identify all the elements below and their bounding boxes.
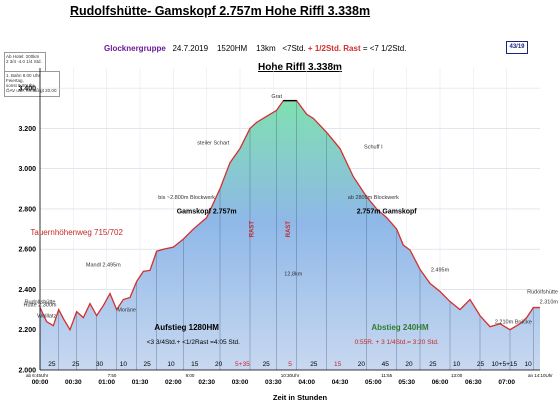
distance-label: 13km: [256, 44, 276, 53]
segment-minutes: 25: [48, 361, 56, 368]
x-tick-label: 04:30: [332, 379, 349, 386]
segment-minutes: 25: [310, 361, 318, 368]
chart-annotation: ab 2800m Blockwerk: [348, 195, 399, 201]
chart-annotation: Aufstieg 1280HM: [154, 323, 219, 332]
rast-label: RAST: [249, 221, 255, 238]
note-box-bahn: 1. Bahn 8.00 Uhr Feiertag, sonst 9.00Uhr…: [4, 71, 60, 97]
rast-label: RAST: [286, 221, 292, 238]
time-label: <7Std.: [282, 44, 306, 53]
chart-annotation: 2.310m: [540, 300, 559, 306]
note-line: Ab Hotel: 200km: [6, 54, 40, 59]
x-tick-label: 00:30: [65, 379, 82, 386]
chart-annotation: Mandl 2.495m: [86, 262, 121, 268]
x-tick-label: 03:30: [265, 379, 282, 386]
chart-annotation: Moräne: [117, 308, 136, 314]
y-tick-label: 2.400: [18, 287, 36, 294]
segment-minutes: 20: [405, 361, 413, 368]
chart-annotation: 2.210m Brücke: [495, 320, 532, 326]
x-tick-label: 06:30: [465, 379, 482, 386]
segment-minutes: 20: [358, 361, 366, 368]
elevation-area: [40, 100, 540, 370]
chart-annotation: Rudolfshütte: [527, 290, 558, 296]
x-tick-label: 03:00: [232, 379, 249, 386]
segment-minutes: 45: [382, 361, 390, 368]
y-tick-label: 2.800: [18, 206, 36, 213]
segment-minutes: 15: [334, 361, 342, 368]
chart-annotation: Rudolfshütte: [25, 300, 56, 306]
chart-annotation: 2.495m: [431, 267, 450, 273]
chart-title: Hohe Riffl 3.338m: [258, 62, 342, 73]
x-tick-label: 05:00: [365, 379, 382, 386]
y-tick-label: 3.200: [18, 126, 36, 133]
chart-annotation: Wolllatz: [37, 314, 56, 320]
segment-minutes: 25: [429, 361, 437, 368]
subtitle-row: Glocknergruppe 24.7.2019 1520HM 13km <7S…: [104, 44, 406, 53]
clock-start: ab 6:45Uhr: [26, 373, 49, 378]
chart-annotation: Schuff I: [364, 145, 383, 151]
x-tick-label: 02:00: [165, 379, 182, 386]
x-tick-label: 01:30: [132, 379, 149, 386]
elevation-line: [39, 99, 540, 332]
clock-mid: 10:30Uhr: [281, 373, 300, 378]
x-tick-label: 01:00: [98, 379, 115, 386]
y-tick-label: 2.000: [18, 368, 36, 375]
note-line: 1. Bahn 8.00 Uhr Feiertag,: [6, 73, 41, 83]
chart-annotation: bis ~2.800m Blockwerk: [158, 195, 215, 201]
segment-minutes: 10: [453, 361, 461, 368]
x-tick-label: 07:00: [498, 379, 515, 386]
note-line: 2 3/4 -4.0 1/4 Std.: [6, 59, 42, 64]
segment-minutes: 15: [191, 361, 199, 368]
x-axis-label: Zeit in Stunden: [273, 393, 328, 402]
segment-minutes: 25: [72, 361, 80, 368]
total-label: = <7 1/2Std.: [362, 44, 407, 53]
note-box-hotel: Ab Hotel: 200km 2 3/4 -4.0 1/4 Std.: [4, 52, 46, 72]
rest-label: + 1/2Std. Rast: [307, 44, 361, 53]
chart-annotation: steiler Schart: [197, 141, 230, 147]
chart-annotation: Gamskopf 2.757m: [177, 209, 237, 216]
segment-minutes: 10: [120, 361, 128, 368]
segment-minutes: 10: [167, 361, 175, 368]
ascent-summary: <3 3/4Std.+ <1/2Rast =4:05 Std.: [147, 339, 240, 346]
segment-minutes: 25: [477, 361, 485, 368]
segment-minutes: 25: [263, 361, 271, 368]
x-tick-label: 04:00: [298, 379, 315, 386]
ascent-label: 1520HM: [216, 44, 248, 53]
clock-mid: 7:50: [108, 373, 117, 378]
chart-annotation: Tauernhöhenweg 715/702: [30, 228, 123, 237]
y-tick-label: 2.600: [18, 247, 36, 254]
y-tick-label: 2.200: [18, 327, 36, 334]
chart-annotation: Abstieg 240HM: [371, 323, 429, 332]
segment-minutes: 10: [524, 361, 532, 368]
clock-end: an 14:10Uhr: [528, 373, 553, 378]
segment-minutes: 5: [288, 361, 292, 368]
clock-mid: 11:55: [381, 373, 392, 378]
segment-minutes: 10+5+15: [491, 361, 517, 368]
segment-minutes: 30: [96, 361, 104, 368]
clock-mid: 9:00: [186, 373, 195, 378]
note-line: sonst 9.00Uhr: [6, 83, 35, 88]
note-line: ÖAV use. ermäßigt 20.00: [6, 88, 57, 93]
page-title: Rudolfshütte- Gamskopf 2.757m Hohe Riffl…: [70, 4, 371, 18]
descent-summary: 0:55R. + 3 1/4Std.= 3:20 Std.: [355, 339, 439, 346]
x-tick-label: 02:30: [198, 379, 215, 386]
segment-minutes: 20: [215, 361, 223, 368]
clock-mid: 13:00: [451, 373, 463, 378]
header: Rudolfshütte- Gamskopf 2.757m Hohe Riffl…: [0, 0, 560, 58]
x-tick-label: 00:00: [32, 379, 49, 386]
segment-minutes: 25: [144, 361, 152, 368]
date-label: 24.7.2019: [172, 44, 209, 53]
x-tick-label: 06:00: [432, 379, 449, 386]
group-label: Glocknergruppe: [104, 44, 166, 53]
chart-annotation: Grat: [271, 94, 282, 100]
y-tick-label: 3.000: [18, 166, 36, 173]
chart-annotation: 2.757m Gamskopf: [357, 209, 418, 216]
chart-annotation: Hütte 2.300m: [23, 303, 56, 309]
x-tick-label: 05:30: [398, 379, 415, 386]
chart-annotation: 12,8km: [284, 271, 302, 277]
page-badge: 43/19: [506, 41, 528, 54]
segment-minutes: 5+35: [235, 361, 250, 368]
